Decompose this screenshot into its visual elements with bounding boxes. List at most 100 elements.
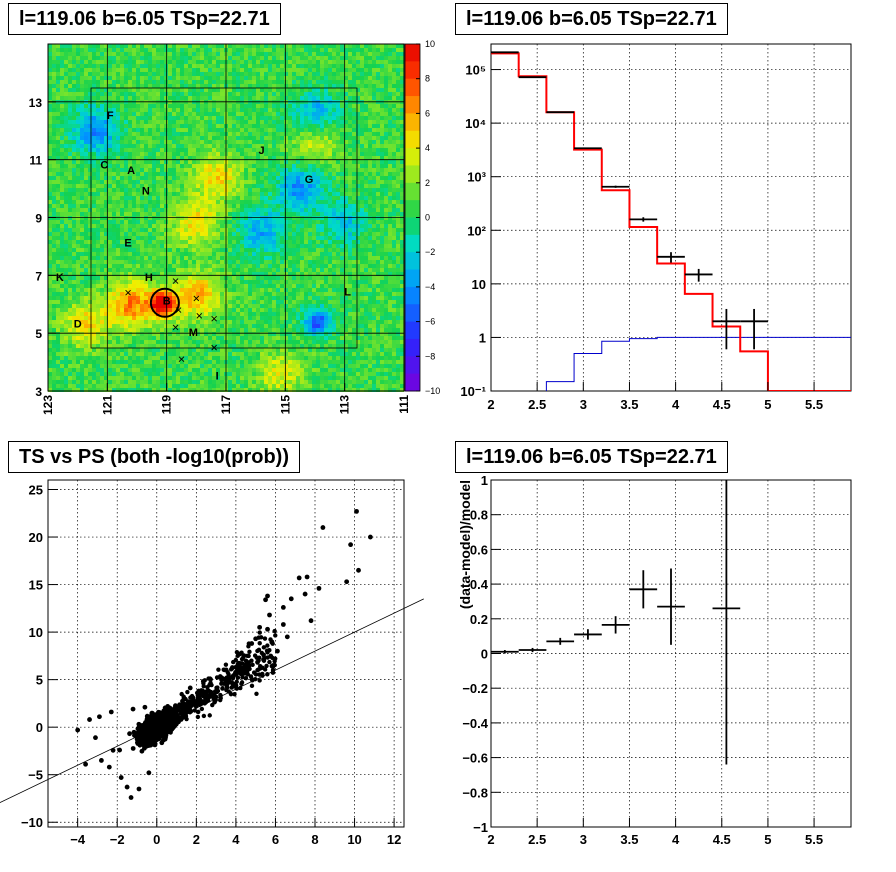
heatmap-cell — [220, 164, 224, 168]
heatmap-cell — [112, 236, 116, 240]
heatmap-cell — [144, 232, 148, 236]
heatmap-cell — [200, 128, 204, 132]
heatmap-cell — [292, 72, 296, 76]
heatmap-cell — [60, 252, 64, 256]
heatmap-cell — [272, 204, 276, 208]
heatmap-cell — [304, 176, 308, 180]
heatmap-cell — [324, 232, 328, 236]
heatmap-cell — [264, 180, 268, 184]
heatmap-cell — [364, 140, 368, 144]
heatmap-cell — [292, 208, 296, 212]
heatmap-cell — [88, 140, 92, 144]
heatmap-cell — [336, 172, 340, 176]
heatmap-cell — [160, 244, 164, 248]
heatmap-cell — [184, 104, 188, 108]
heatmap-cell — [384, 256, 388, 260]
heatmap-cell — [236, 256, 240, 260]
heatmap-cell — [144, 104, 148, 108]
heatmap-cell — [184, 184, 188, 188]
heatmap-cell — [240, 60, 244, 64]
heatmap-cell — [368, 88, 372, 92]
heatmap-cell — [84, 160, 88, 164]
heatmap-cell — [160, 196, 164, 200]
heatmap-cell — [128, 192, 132, 196]
heatmap-cell — [280, 232, 284, 236]
heatmap-cell — [300, 132, 304, 136]
heatmap-cell — [140, 84, 144, 88]
heatmap-cell — [400, 232, 404, 236]
heatmap-cell — [124, 172, 128, 176]
heatmap-cell — [68, 224, 72, 228]
heatmap-cell — [136, 240, 140, 244]
heatmap-cell — [384, 192, 388, 196]
heatmap-cell — [380, 112, 384, 116]
heatmap-cell — [364, 92, 368, 96]
heatmap-cell — [292, 236, 296, 240]
heatmap-cell — [352, 44, 356, 48]
heatmap-cell — [136, 220, 140, 224]
heatmap-cell — [60, 196, 64, 200]
heatmap-cell — [76, 52, 80, 56]
heatmap-cell — [156, 244, 160, 248]
heatmap-cell — [72, 136, 76, 140]
heatmap-cell — [160, 256, 164, 260]
heatmap-cell — [336, 204, 340, 208]
heatmap-cell — [336, 232, 340, 236]
heatmap-cell — [340, 260, 344, 264]
heatmap-cell — [340, 244, 344, 248]
heatmap-cell — [300, 152, 304, 156]
heatmap-cell — [344, 140, 348, 144]
heatmap-cell — [148, 84, 152, 88]
heatmap-cell — [348, 64, 352, 68]
heatmap-cell — [116, 200, 120, 204]
heatmap-cell — [284, 64, 288, 68]
heatmap-cell — [348, 212, 352, 216]
heatmap-cell — [128, 76, 132, 80]
heatmap-cell — [336, 264, 340, 268]
heatmap-cell — [256, 192, 260, 196]
heatmap-cell — [376, 104, 380, 108]
heatmap-cell — [68, 212, 72, 216]
heatmap-cell — [68, 232, 72, 236]
heatmap-cell — [124, 188, 128, 192]
heatmap-cell — [100, 200, 104, 204]
heatmap-cell — [252, 184, 256, 188]
heatmap-cell — [160, 160, 164, 164]
heatmap-cell — [120, 72, 124, 76]
heatmap-cell — [132, 48, 136, 52]
heatmap-cell — [296, 248, 300, 252]
heatmap-cell — [244, 84, 248, 88]
heatmap-cell — [196, 196, 200, 200]
heatmap-cell — [140, 172, 144, 176]
heatmap-cell — [108, 204, 112, 208]
heatmap-cell — [96, 52, 100, 56]
heatmap-cell — [96, 252, 100, 256]
heatmap-cell — [340, 44, 344, 48]
heatmap-cell — [120, 148, 124, 152]
heatmap-cell — [300, 156, 304, 160]
heatmap-cell — [228, 144, 232, 148]
heatmap-cell — [324, 116, 328, 120]
heatmap-cell — [180, 80, 184, 84]
heatmap-cell — [184, 136, 188, 140]
heatmap-cell — [48, 112, 52, 116]
heatmap-cell — [80, 76, 84, 80]
heatmap-cell — [80, 144, 84, 148]
heatmap-cell — [220, 188, 224, 192]
heatmap-cell — [276, 84, 280, 88]
heatmap-cell — [356, 44, 360, 48]
heatmap-cell — [344, 236, 348, 240]
heatmap-cell — [272, 184, 276, 188]
heatmap-cell — [396, 172, 400, 176]
heatmap-cell — [288, 80, 292, 84]
heatmap-cell — [392, 80, 396, 84]
heatmap-cell — [284, 256, 288, 260]
heatmap-cell — [72, 108, 76, 112]
heatmap-cell — [384, 56, 388, 60]
heatmap-cell — [400, 132, 404, 136]
heatmap-cell — [128, 224, 132, 228]
heatmap-cell — [252, 248, 256, 252]
heatmap-cell — [64, 244, 68, 248]
heatmap-cell — [200, 148, 204, 152]
heatmap-cell — [244, 140, 248, 144]
